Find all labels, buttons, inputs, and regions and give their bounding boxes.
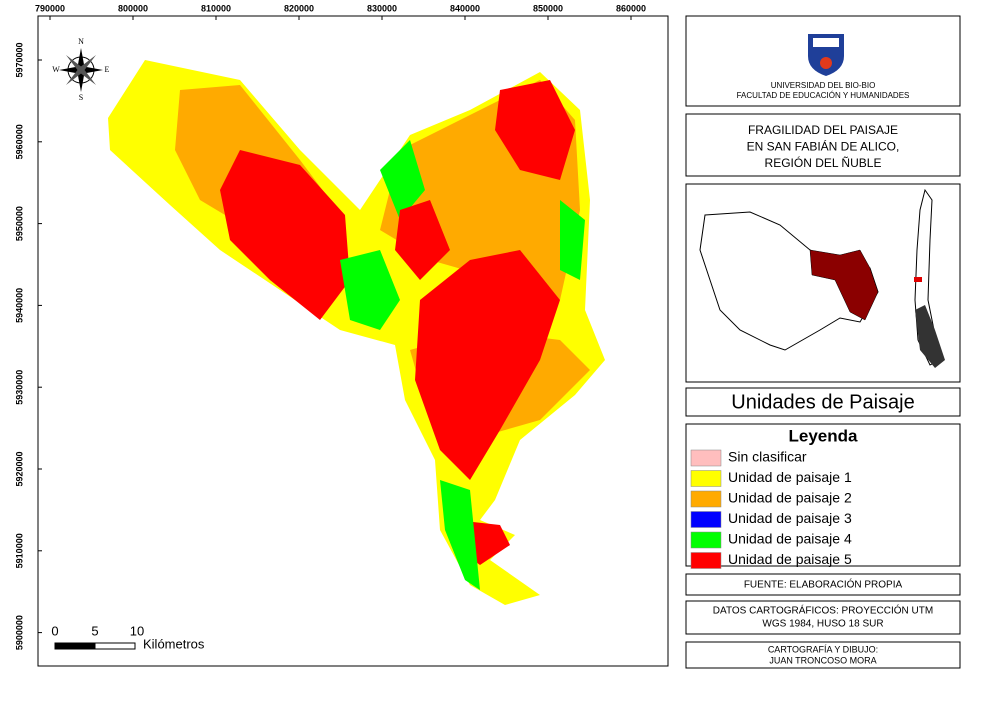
y-coordinate: 5930000 — [14, 370, 24, 405]
x-coordinate: 820000 — [284, 3, 314, 13]
legend-title: Leyenda — [789, 426, 859, 445]
scale-bar — [54, 642, 136, 650]
university-name: UNIVERSIDAD DEL BIO-BIO — [771, 81, 876, 90]
credits-panel — [685, 641, 961, 669]
scale-label: 0 — [51, 623, 58, 638]
study-area — [108, 60, 605, 605]
legend-panel — [685, 423, 961, 567]
x-coordinate: 810000 — [201, 3, 231, 13]
panel-title: Unidades de Paisaje — [731, 391, 914, 413]
legend-label: Sin clasificar — [728, 449, 807, 465]
legend-label: Unidad de paisaje 4 — [728, 531, 852, 547]
map-title: EN SAN FABIÁN DE ALICO, — [747, 139, 900, 154]
x-coordinate: 790000 — [35, 3, 65, 13]
x-coordinate: 840000 — [450, 3, 480, 13]
x-coordinate: 850000 — [533, 3, 563, 13]
legend-swatch — [690, 470, 722, 487]
map-title: REGIÓN DEL ÑUBLE — [765, 155, 882, 170]
source-text: FUENTE: ELABORACIÓN PROPIA — [744, 578, 903, 591]
scale-label: 10 — [130, 623, 144, 638]
y-coordinate: 5940000 — [14, 288, 24, 323]
title-panel — [685, 113, 961, 177]
x-coordinate: 860000 — [616, 3, 646, 13]
locator-map — [699, 188, 945, 368]
legend-swatch — [690, 511, 722, 528]
compass-letter: W — [52, 65, 60, 74]
scale-unit: Kilómetros — [143, 636, 205, 651]
panel-title-box — [685, 387, 961, 417]
cartographic-text: DATOS CARTOGRÁFICOS: PROYECCIÓN UTM — [713, 604, 933, 617]
compass-letter: E — [105, 65, 110, 74]
credits-text: CARTOGRAFÍA Y DIBUJO: — [768, 644, 878, 654]
university-logo — [808, 34, 844, 76]
compass-letter: N — [78, 37, 84, 46]
legend-swatch — [690, 552, 722, 569]
legend-swatch — [690, 490, 722, 508]
cartographic-text: WGS 1984, HUSO 18 SUR — [762, 619, 883, 630]
map-title: FRAGILIDAD DEL PAISAJE — [748, 123, 898, 137]
compass-letter: S — [79, 93, 83, 102]
credits-text: JUAN TRONCOSO MORA — [769, 655, 876, 665]
faculty-name: FACULTAD DE EDUCACIÓN Y HUMANIDADES — [737, 91, 910, 100]
y-coordinate: 5920000 — [14, 451, 24, 486]
x-coordinate: 830000 — [367, 3, 397, 13]
source-panel — [685, 573, 961, 596]
scale-label: 5 — [91, 623, 98, 638]
legend-label: Unidad de paisaje 3 — [728, 510, 852, 526]
y-coordinate: 5960000 — [14, 124, 24, 159]
compass-rose — [59, 48, 103, 92]
legend-label: Unidad de paisaje 2 — [728, 490, 852, 506]
legend-swatch — [690, 449, 722, 467]
x-coordinate: 800000 — [118, 3, 148, 13]
y-coordinate: 5950000 — [14, 206, 24, 241]
y-coordinate: 5900000 — [14, 615, 24, 650]
legend-swatch — [690, 531, 722, 549]
y-coordinate: 5910000 — [14, 533, 24, 568]
cartographic-panel — [685, 600, 961, 635]
y-coordinate: 5970000 — [14, 42, 24, 77]
legend-label: Unidad de paisaje 5 — [728, 551, 852, 567]
legend-label: Unidad de paisaje 1 — [728, 469, 852, 485]
